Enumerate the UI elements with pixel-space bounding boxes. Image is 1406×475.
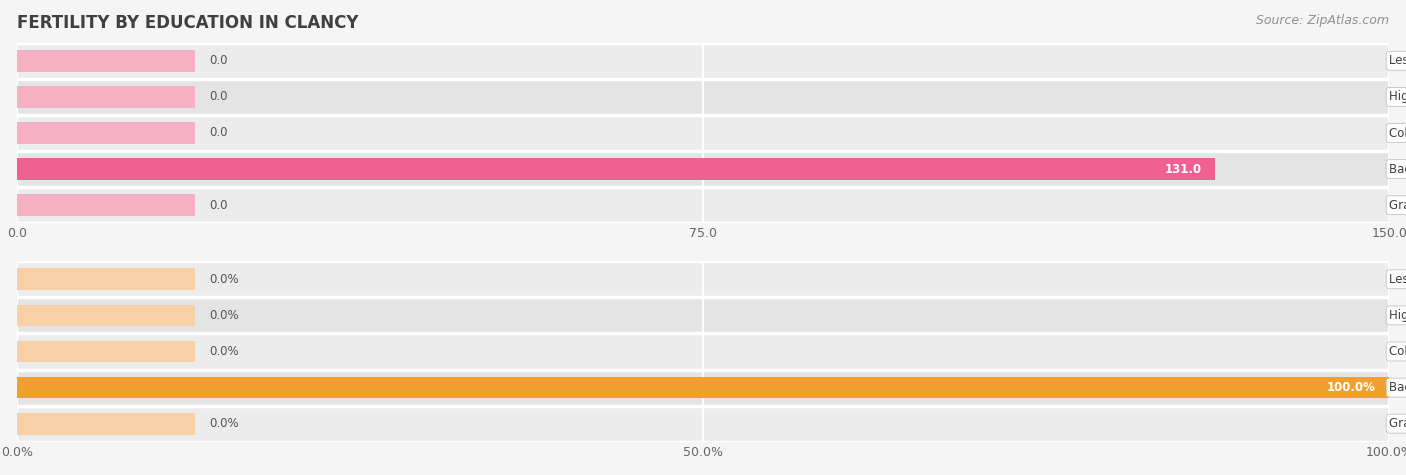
- Bar: [17, 304, 195, 326]
- Text: Bachelor's Degree: Bachelor's Degree: [1389, 162, 1406, 176]
- Bar: [17, 406, 1389, 442]
- Bar: [17, 297, 1389, 333]
- Bar: [17, 86, 195, 108]
- Bar: [17, 43, 1389, 79]
- Text: 100.0%: 100.0%: [1326, 381, 1375, 394]
- Text: Less than High School: Less than High School: [1389, 54, 1406, 67]
- Text: College or Associate's Degree: College or Associate's Degree: [1389, 126, 1406, 140]
- Bar: [17, 268, 195, 290]
- Text: Graduate Degree: Graduate Degree: [1389, 199, 1406, 212]
- Text: High School Diploma: High School Diploma: [1389, 90, 1406, 104]
- Bar: [17, 333, 1389, 370]
- Bar: [17, 187, 1389, 223]
- Bar: [17, 194, 195, 216]
- Bar: [17, 122, 195, 144]
- Text: Graduate Degree: Graduate Degree: [1389, 417, 1406, 430]
- Text: 0.0: 0.0: [209, 126, 228, 140]
- Bar: [17, 261, 1389, 297]
- Text: 0.0%: 0.0%: [209, 417, 239, 430]
- Bar: [17, 377, 1389, 399]
- Bar: [17, 370, 1389, 406]
- Text: High School Diploma: High School Diploma: [1389, 309, 1406, 322]
- Text: Less than High School: Less than High School: [1389, 273, 1406, 286]
- Text: College or Associate's Degree: College or Associate's Degree: [1389, 345, 1406, 358]
- Bar: [17, 79, 1389, 115]
- Text: 0.0: 0.0: [209, 199, 228, 212]
- Text: 0.0%: 0.0%: [209, 309, 239, 322]
- Text: 0.0: 0.0: [209, 90, 228, 104]
- Bar: [17, 50, 195, 72]
- Text: 0.0%: 0.0%: [209, 273, 239, 286]
- Text: Source: ZipAtlas.com: Source: ZipAtlas.com: [1256, 14, 1389, 27]
- Text: 0.0%: 0.0%: [209, 345, 239, 358]
- Text: Bachelor's Degree: Bachelor's Degree: [1389, 381, 1406, 394]
- Bar: [17, 413, 195, 435]
- Text: 131.0: 131.0: [1164, 162, 1202, 176]
- Bar: [17, 341, 195, 362]
- Text: FERTILITY BY EDUCATION IN CLANCY: FERTILITY BY EDUCATION IN CLANCY: [17, 14, 359, 32]
- Bar: [17, 151, 1389, 187]
- Bar: [17, 115, 1389, 151]
- Bar: [17, 158, 1215, 180]
- Text: 0.0: 0.0: [209, 54, 228, 67]
